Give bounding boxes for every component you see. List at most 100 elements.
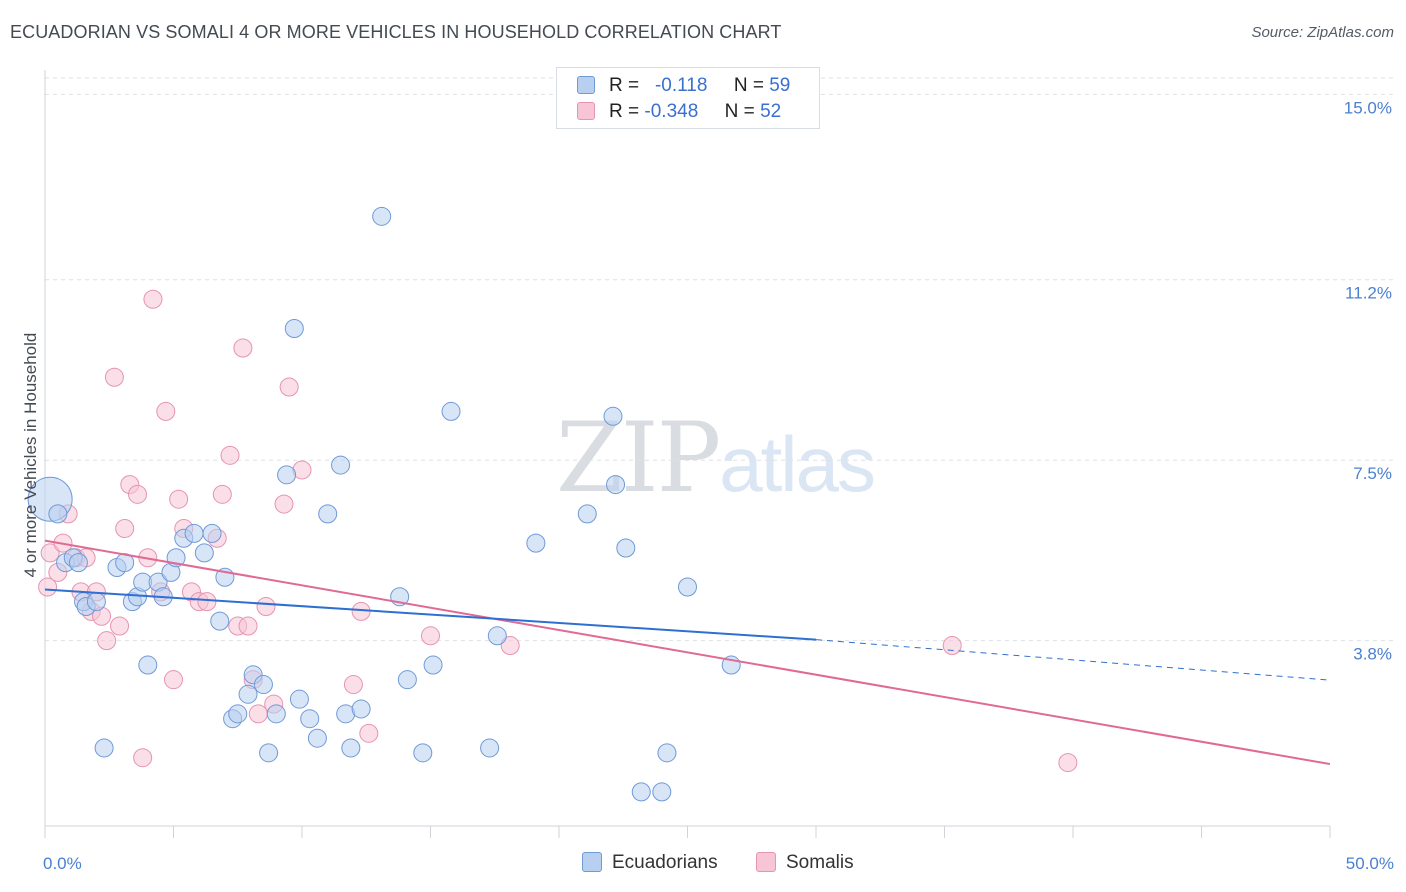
x-tick-label-min: 0.0% [43, 854, 82, 873]
ecuadorians-point [616, 538, 636, 558]
somalis-point [110, 616, 130, 636]
ecuadorians-point [48, 504, 68, 524]
ecuadorians-trend-line [44, 588, 817, 641]
ecuadorians-point [228, 704, 248, 724]
ecuadorians-point [307, 728, 327, 748]
somalis-point [238, 616, 258, 636]
ecuadorians-point [284, 319, 304, 339]
somalis-legend-swatch [756, 852, 776, 872]
ecuadorians-point [480, 738, 500, 758]
chart-title: ECUADORIAN VS SOMALI 4 OR MORE VEHICLES … [10, 22, 782, 42]
somalis-point [220, 445, 240, 465]
ecuadorians-point [277, 465, 297, 485]
y-tick-label: 15.0% [1344, 98, 1392, 117]
ecuadorians-point [300, 709, 320, 729]
ecuadorians-point [259, 743, 279, 763]
somalis-point [248, 704, 268, 724]
ecuadorians-r-label: R = [609, 75, 640, 96]
ecuadorians-point [526, 533, 546, 553]
ecuadorians-swatch [577, 76, 595, 94]
somalis-point [97, 631, 117, 651]
ecuadorians-point [372, 206, 392, 226]
ecuadorians-point [397, 670, 417, 690]
watermark-atlas: atlas [719, 420, 876, 508]
ecuadorians-point [86, 592, 106, 612]
y-tick-label: 11.2% [1345, 284, 1392, 303]
ecuadorians-point [238, 684, 258, 704]
somalis-point [500, 636, 520, 656]
somalis-point [256, 597, 276, 617]
legend-row-somalis: R = -0.348 N = 52 [577, 101, 781, 125]
y-tick-label: 7.5% [1353, 464, 1392, 483]
gridlines [45, 77, 1394, 642]
trend-lines [44, 539, 1331, 766]
watermark: ZIPatlas [556, 402, 876, 514]
chart-source: Source: ZipAtlas.com [1251, 24, 1394, 41]
ecuadorians-point [413, 743, 433, 763]
somalis-point [128, 484, 148, 504]
ecuadorians-n-value: 59 [769, 75, 791, 96]
ecuadorians-point [657, 743, 677, 763]
series-legend-somalis: Somalis [756, 852, 854, 874]
axes [44, 70, 1331, 838]
somalis-point [212, 484, 232, 504]
ecuadorians-point [487, 626, 507, 646]
somalis-r-label: R = [609, 101, 640, 122]
somalis-point [40, 543, 60, 563]
somalis-point [359, 723, 379, 743]
ecuadorians-legend-label: Ecuadorians [612, 852, 718, 873]
ecuadorians-r-value: -0.118 [654, 75, 708, 96]
x-tick-label-max: 50.0% [1346, 854, 1394, 873]
ecuadorians-point [678, 577, 697, 597]
somalis-point [38, 577, 58, 597]
ecuadorians-point [138, 655, 158, 675]
somalis-point [133, 748, 153, 768]
somalis-n-label: N = [724, 101, 755, 122]
somalis-point [156, 401, 176, 421]
watermark-zip: ZIP [556, 402, 721, 514]
ecuadorians-point [423, 655, 443, 675]
y-axis-title: 4 or more Vehicles in Household [21, 333, 40, 578]
somalis-r-value: -0.348 [644, 101, 699, 122]
somalis-point [104, 367, 124, 387]
ecuadorians-point [606, 475, 626, 495]
ecuadorians-point [341, 738, 361, 758]
ecuadorians-point [577, 504, 597, 524]
somalis-trend-line [44, 539, 1331, 766]
ecuadorians-point [266, 704, 286, 724]
correlation-legend: R = -0.118 N = 59 R = -0.348 N = 52 [556, 67, 820, 129]
somalis-point [197, 592, 217, 612]
somalis-point [164, 670, 183, 690]
somalis-point [343, 675, 363, 695]
somalis-point [1058, 753, 1078, 773]
somalis-legend-label: Somalis [786, 852, 854, 873]
somalis-point [115, 518, 135, 538]
y-tick-label: 3.8% [1353, 645, 1392, 664]
series-legend-ecuadorians: Ecuadorians [582, 852, 718, 874]
ecuadorians-point [194, 543, 214, 563]
somalis-point [274, 494, 294, 514]
ecuadorians-point [210, 611, 230, 631]
ecuadorians-point [202, 523, 222, 543]
ecuadorians-point [631, 782, 651, 802]
ecuadorians-trend-extension [815, 639, 1331, 681]
ecuadorians-point [253, 675, 273, 695]
ecuadorians-point [68, 553, 88, 573]
ecuadorians-point [184, 523, 204, 543]
ecuadorians-point [331, 455, 351, 475]
ecuadorians-point [94, 738, 114, 758]
somalis-point [143, 289, 163, 309]
somalis-point [421, 626, 440, 646]
ecuadorians-point [652, 782, 672, 802]
ecuadorians-n-label: N = [733, 75, 764, 96]
somalis-point [279, 377, 299, 397]
somalis-n-value: 52 [760, 101, 782, 122]
ecuadorians-point [351, 699, 371, 719]
ecuadorians-points [27, 206, 741, 802]
ecuadorians-point [289, 689, 309, 709]
ecuadorians-point [318, 504, 338, 524]
ecuadorians-legend-swatch [582, 852, 602, 872]
somalis-swatch [577, 102, 595, 120]
legend-row-ecuadorians: R = -0.118 N = 59 [577, 75, 790, 99]
